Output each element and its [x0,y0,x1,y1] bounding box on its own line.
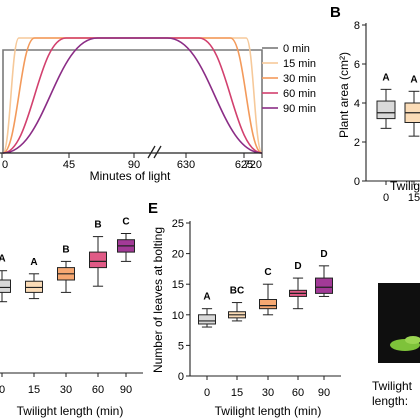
box-iqr [259,299,277,310]
box-iqr [315,277,333,294]
y-tick-label: 6 [354,59,360,71]
x-tick-label: 0 [204,387,210,399]
panel-b-x-axis-title: Twilig [390,179,420,193]
significance-letter: A [203,292,210,303]
x-tick-label: 15 [28,384,40,396]
legend-label-30: 30 min [283,73,316,85]
significance-letter: B [62,244,69,255]
y-tick-label: 0 [178,371,184,383]
x-tick-label: 30 [60,384,72,396]
x-tick-label: 0 [383,192,389,204]
panel-a-x-tick-label: 45 [63,159,75,171]
y-tick-label: 2 [354,137,360,149]
y-tick-label: 4 [354,98,360,110]
y-tick-label: 25 [172,218,184,230]
photo-caption-line-2: length: [372,394,408,408]
panel-letter-e: E [148,200,158,217]
x-tick-label: 60 [92,384,104,396]
x-tick-label: 90 [318,387,330,399]
panel-b-y-axis-title: Plant area (cm²) [337,52,351,138]
plant-leaf-shape [405,336,420,344]
x-tick-label: 0 [0,384,5,396]
panel-a-x-axis-title: Minutes of light [90,169,171,183]
significance-letter: A [30,257,37,268]
light-profile-line-30 [2,37,263,154]
panel-a-x-tick-label: 630 [177,159,195,171]
panel-a-legend: 0 min 15 min 30 min 60 min 90 min [262,43,316,115]
significance-letter: A [0,254,6,265]
x-tick-label: 30 [262,387,274,399]
y-tick-label: 20 [172,249,184,261]
light-profile-line-15 [2,37,263,154]
significance-letter: A [382,72,389,83]
light-profile-lines [2,37,263,154]
panel-e-x-axis-title: Twilight length (min) [215,404,322,418]
panel-b-plot: 0 2 4 6 8 A 0 A 15 [354,20,420,204]
y-tick-label: 8 [354,20,360,32]
plant-photo [378,283,420,363]
significance-letter: C [264,267,271,278]
y-tick-label: 5 [178,340,184,352]
box-iqr [198,314,216,325]
legend-label-0: 0 min [283,43,310,55]
panel-d-plot: A 0 A 15 B 30 B 60 C 90 [0,217,143,396]
panel-d-x-axis-title: Twilight length (min) [17,404,124,418]
panel-b-plant-area: B Plant area (cm²) 0 2 4 6 8 A 0 A 15 Twilig [330,4,420,204]
panel-e-y-axis-title: Number of leaves at bolting [151,227,165,373]
panel-a-x-tick-label: 90 [128,159,140,171]
panel-letter-b: B [330,4,341,21]
significance-letter: D [294,261,301,272]
panel-a-x-tick-label: 0 [2,159,8,171]
significance-letter: C [122,217,129,228]
y-tick-label: 15 [172,279,184,291]
box-iqr [25,280,43,293]
x-tick-label: 15 [408,192,420,204]
x-tick-label: 90 [120,384,132,396]
x-tick-label: 60 [292,387,304,399]
panel-a-x-tick-label: 625 [235,159,253,171]
panel-e-plot: 0 5 10 15 20 25 A 0 BC 15 C 30 D 60 D 90 [172,218,341,399]
panel-a-x-tick-label: 720 [244,159,262,171]
significance-letter: A [410,74,417,85]
axis-break-mark [147,145,162,159]
box-iqr [376,100,396,120]
panel-f-photo: F Twilight length: [372,283,420,408]
light-profile-line-0 [2,49,263,153]
significance-letter: BC [230,286,244,297]
significance-letter: D [320,249,327,260]
y-tick-label: 0 [354,176,360,188]
photo-caption-line-1: Twilight [372,379,413,393]
legend-label-90: 90 min [283,103,316,115]
box-iqr [0,279,11,293]
y-tick-label: 10 [172,310,184,322]
x-tick-label: 15 [231,387,243,399]
light-profile-line-90 [2,37,263,154]
legend-label-60: 60 min [283,88,316,100]
box-iqr [89,251,107,269]
significance-letter: B [94,220,101,231]
light-profile-line-60 [2,37,263,154]
panel-e-leaves: E Number of leaves at bolting 0 5 10 15 20 25… [148,200,341,418]
panel-d-partial: A 0 A 15 B 30 B 60 C 90 Twilight length (min) [0,217,143,418]
legend-label-15: 15 min [283,58,316,70]
